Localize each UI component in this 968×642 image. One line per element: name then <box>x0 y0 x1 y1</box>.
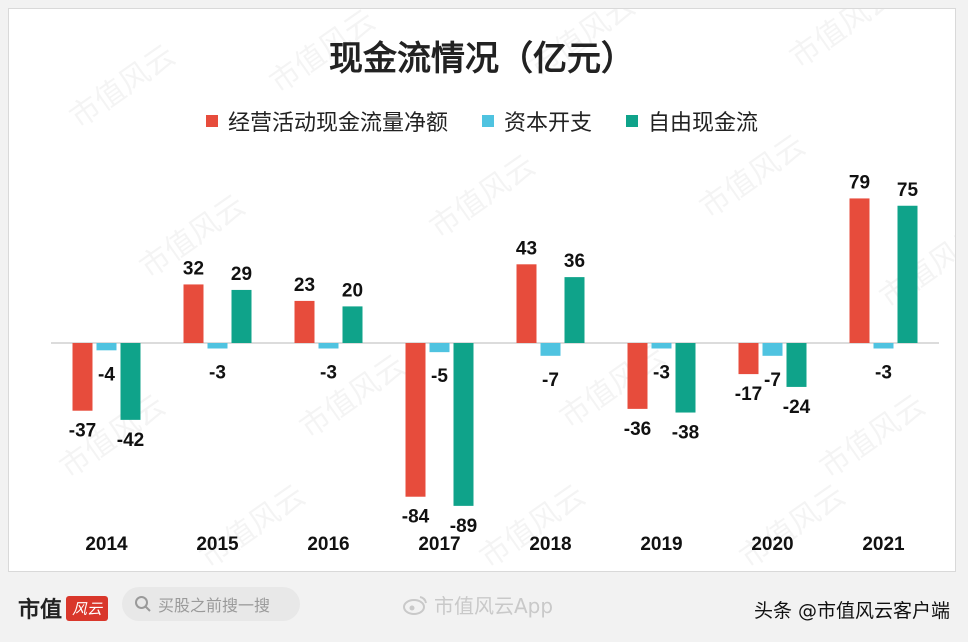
watermark-text: 市值风云 <box>294 348 412 445</box>
data-label: -7 <box>542 370 559 391</box>
legend-swatch <box>481 115 494 127</box>
data-label: -84 <box>402 507 430 528</box>
bar-自由现金流-2015 <box>231 289 252 343</box>
x-tick-label: 2016 <box>307 534 349 555</box>
data-label: -42 <box>117 430 144 451</box>
data-label: -4 <box>98 364 115 385</box>
x-tick-label: 2019 <box>640 534 682 555</box>
bar-资本开支-2020 <box>762 343 783 356</box>
weibo-icon <box>403 595 427 615</box>
bar-自由现金流-2020 <box>786 343 807 387</box>
data-label: 29 <box>231 264 252 285</box>
search-box[interactable]: 买股之前搜一搜 <box>122 587 300 621</box>
bar-自由现金流-2016 <box>342 306 363 343</box>
data-label: -3 <box>209 362 226 383</box>
bar-资本开支-2018 <box>540 343 561 356</box>
watermark-text: 市值风云 <box>814 388 932 485</box>
x-tick-label: 2015 <box>196 534 239 555</box>
x-tick-label: 2018 <box>529 534 571 555</box>
bar-经营活动现金流量净额-2020 <box>738 343 759 375</box>
brand-badge: 风云 <box>66 595 109 621</box>
data-label: -37 <box>69 421 96 442</box>
x-tick-label: 2014 <box>85 534 128 555</box>
data-label: -3 <box>653 362 670 383</box>
bar-经营活动现金流量净额-2018 <box>516 264 537 343</box>
legend-item-operating-cash-flow: 经营活动现金流量净额 <box>205 105 448 137</box>
weibo-text: 市值风云App <box>434 594 554 618</box>
legend-swatch <box>205 115 218 127</box>
legend-swatch <box>626 115 638 127</box>
chart-title: 现金流情况（亿元） <box>329 39 635 79</box>
data-label: 23 <box>294 275 315 296</box>
bar-资本开支-2016 <box>318 343 339 349</box>
bar-经营活动现金流量净额-2021 <box>849 198 870 343</box>
source-credit: 头条 @市值风云客户端 <box>753 600 950 622</box>
bar-自由现金流-2021 <box>897 205 918 343</box>
bar-自由现金流-2019 <box>675 343 696 413</box>
x-tick-label: 2021 <box>862 534 905 555</box>
bar-经营活动现金流量净额-2019 <box>627 343 648 409</box>
bar-资本开支-2021 <box>873 343 894 349</box>
weibo-watermark: 市值风云App <box>402 590 553 619</box>
watermark-text: 市值风云 <box>64 38 182 135</box>
data-label: -38 <box>672 423 699 444</box>
data-label: -5 <box>431 366 448 387</box>
legend-item-capex: 资本开支 <box>481 105 592 137</box>
chart-legend: 经营活动现金流量净额 资本开支 自由现金流 <box>9 105 955 137</box>
bar-资本开支-2017 <box>429 343 450 353</box>
footer-bar: 市值 风云 买股之前搜一搜 市值风云App 头条 @市值风云客户端 <box>0 572 968 642</box>
legend-label: 经营活动现金流量净额 <box>227 111 448 136</box>
watermark-text: 市值风云 <box>694 128 812 225</box>
legend-label: 资本开支 <box>503 111 592 136</box>
bar-自由现金流-2014 <box>120 343 141 420</box>
search-icon <box>135 596 151 612</box>
bar-自由现金流-2017 <box>453 343 474 506</box>
data-label: 43 <box>516 238 537 259</box>
bar-资本开支-2019 <box>651 343 672 349</box>
data-label: 36 <box>564 251 585 272</box>
watermark-text: 市值风云 <box>264 9 382 101</box>
x-tick-label: 2020 <box>751 534 793 555</box>
bar-经营活动现金流量净额-2017 <box>405 343 426 497</box>
data-label: -3 <box>320 362 337 383</box>
watermark-text: 市值风云 <box>734 478 852 571</box>
watermark-text: 市值风云 <box>424 148 542 245</box>
data-label: -3 <box>875 362 892 383</box>
data-label: 32 <box>183 258 204 279</box>
data-label: -7 <box>764 370 781 391</box>
watermark-text: 市值风云 <box>194 478 312 571</box>
legend-label: 自由现金流 <box>648 111 759 136</box>
data-label: 20 <box>342 280 363 301</box>
search-placeholder: 买股之前搜一搜 <box>158 596 271 615</box>
watermark-text: 市值风云 <box>784 9 902 76</box>
data-label: 79 <box>849 172 870 193</box>
bar-自由现金流-2018 <box>564 277 585 343</box>
bar-经营活动现金流量净额-2014 <box>72 343 93 411</box>
bar-资本开支-2014 <box>96 343 117 351</box>
brand-logo: 市值 风云 <box>18 592 109 624</box>
data-label: -17 <box>735 384 762 405</box>
data-label: 75 <box>897 180 919 201</box>
watermark-text: 市值风云 <box>554 338 672 435</box>
x-tick-label: 2017 <box>418 534 460 555</box>
bar-经营活动现金流量净额-2016 <box>294 300 315 343</box>
watermark-text: 市值风云 <box>474 478 592 571</box>
watermark-text: 市值风云 <box>524 9 642 86</box>
bar-经营活动现金流量净额-2015 <box>183 284 204 343</box>
data-label: -24 <box>783 397 811 418</box>
chart-card: 现金流情况（亿元） 经营活动现金流量净额 资本开支 自由现金流 市值风云 市值风云… <box>8 8 956 572</box>
data-label: -89 <box>450 516 477 537</box>
data-label: -36 <box>624 419 651 440</box>
brand-text: 市值 <box>18 597 63 623</box>
bar-资本开支-2015 <box>207 343 228 349</box>
legend-item-free-cash-flow: 自由现金流 <box>626 105 758 137</box>
